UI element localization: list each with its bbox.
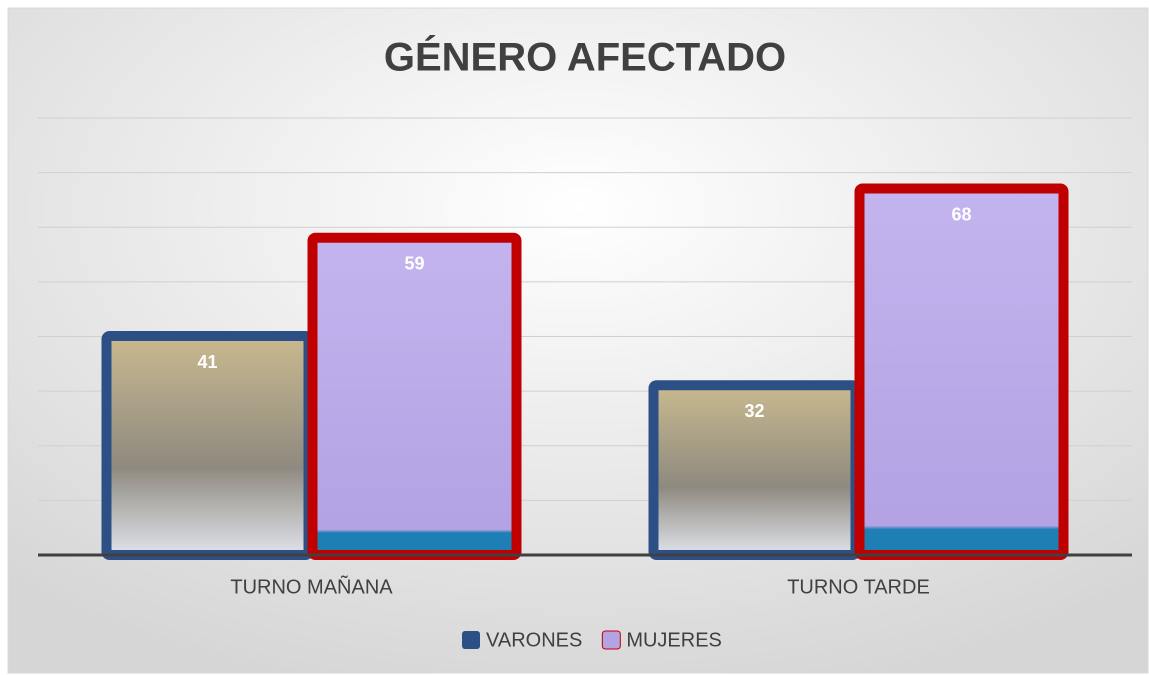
x-tick-label: TURNO MAÑANA (230, 574, 393, 598)
legend-label: VARONES (486, 629, 582, 651)
data-label: 32 (744, 401, 764, 421)
data-label: 68 (951, 204, 971, 224)
chart: GÉNERO AFECTADO 41 59 TURNO MAÑANA 32 68 TURN… (0, 0, 1149, 675)
bar (860, 189, 1064, 555)
legend-label: MUJERES (626, 629, 722, 651)
page: {"chart_data": {"type": "bar", "title": … (0, 0, 1149, 675)
legend-swatch (462, 631, 480, 649)
data-label: 41 (197, 352, 217, 372)
legend-swatch (602, 631, 620, 649)
chart-title: GÉNERO AFECTADO (384, 35, 786, 80)
x-tick-label: TURNO TARDE (787, 576, 930, 598)
bar (313, 238, 517, 555)
data-label: 59 (404, 253, 424, 273)
